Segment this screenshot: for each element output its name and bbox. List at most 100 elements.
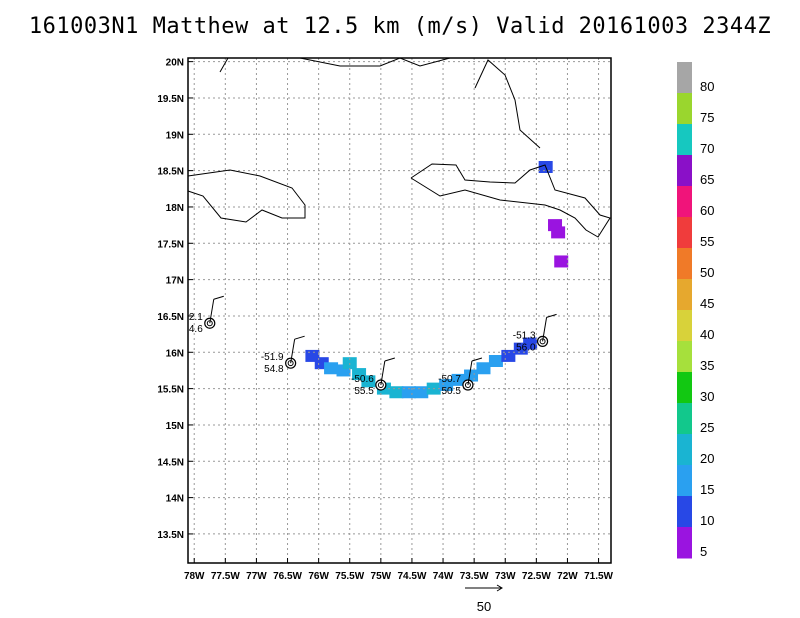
colorbar-swatch xyxy=(677,372,692,404)
lat-tick-label: 16N xyxy=(166,348,184,359)
colorbar-swatch xyxy=(677,248,692,280)
colorbar-label: 55 xyxy=(700,234,714,249)
lat-tick-label: 15.5N xyxy=(157,385,184,396)
colorbar-swatch xyxy=(677,155,692,187)
wind-cell xyxy=(488,355,503,367)
wind-cell xyxy=(451,373,466,386)
colorbar-swatch xyxy=(677,496,692,528)
colorbar-label: 25 xyxy=(700,420,714,435)
station-label-top: -51.3 xyxy=(513,330,536,341)
lon-tick-label: 78W xyxy=(184,571,205,582)
lon-tick-label: 75.5W xyxy=(335,571,364,582)
colorbar-label: 45 xyxy=(700,296,714,311)
lon-tick-label: 73.5W xyxy=(460,571,489,582)
station-marker: -51.356.0 xyxy=(513,313,557,353)
lat-tick-label: 19N xyxy=(166,130,184,141)
lon-tick-label: 74.5W xyxy=(397,571,426,582)
coastline-layer xyxy=(187,57,611,238)
wind-cell xyxy=(523,337,538,350)
station-label-top: -50.7 xyxy=(438,374,461,385)
station-label-bottom: 56.0 xyxy=(516,342,536,353)
station-label-bottom: 54.8 xyxy=(264,364,284,375)
station-marker: -51.954.8 xyxy=(261,335,305,375)
lon-tick-label: 76.5W xyxy=(273,571,302,582)
colorbar-label: 80 xyxy=(700,79,714,94)
colorbar-label: 50 xyxy=(700,265,714,280)
map-frame xyxy=(187,57,612,564)
wind-cell xyxy=(476,362,491,375)
lon-tick-label: 77.5W xyxy=(211,571,240,582)
lat-tick-label: 20N xyxy=(166,58,184,69)
lon-tick-label: 76W xyxy=(308,571,329,582)
colorbar-label: 5 xyxy=(700,544,707,559)
colorbar-swatch xyxy=(677,341,692,373)
lat-tick-label: 14.5N xyxy=(157,457,184,468)
wind-cell xyxy=(401,386,416,399)
colorbar-swatch xyxy=(677,62,692,94)
grid-layer xyxy=(188,58,611,563)
colorbar-swatch xyxy=(677,434,692,466)
station-label-bottom: 4.6 xyxy=(189,324,203,335)
colorbar-swatch xyxy=(677,124,692,156)
lon-tick-label: 75W xyxy=(371,571,392,582)
colorbar-label: 35 xyxy=(700,358,714,373)
station-marker: -50.655.5 xyxy=(351,357,395,397)
colorbar-label: 30 xyxy=(700,389,714,404)
map-title: 161003N1 Matthew at 12.5 km (m/s) Valid … xyxy=(28,14,772,39)
wind-cell xyxy=(501,349,516,362)
haiti-north-coastline xyxy=(474,59,541,149)
lat-tick-label: 14N xyxy=(166,494,184,505)
colorbar-swatch xyxy=(677,310,692,342)
colorbar-swatch xyxy=(677,527,692,559)
station-label-top: 2.1 xyxy=(189,312,203,323)
station-label-top: -51.9 xyxy=(261,352,284,363)
station-label-top: -50.6 xyxy=(351,374,374,385)
wind-cells-layer xyxy=(305,160,569,399)
lat-tick-label: 15N xyxy=(166,421,184,432)
lon-tick-label: 72W xyxy=(557,571,578,582)
stations-layer: 2.14.6 -51.954.8 -50.655.5 -50.750.5 -51.356… xyxy=(189,295,557,397)
wind-cell xyxy=(361,375,376,388)
colorbar-swatch xyxy=(677,217,692,249)
colorbar: 80 75 70 65 60 55 50 45 40 35 30 25 20 15 10 5 xyxy=(677,62,714,559)
station-label-bottom: 50.5 xyxy=(441,386,461,397)
wind-cell xyxy=(389,386,404,399)
station-marker: 2.14.6 xyxy=(189,295,224,335)
colorbar-swatch xyxy=(677,93,692,125)
lat-tick-label: 19.5N xyxy=(157,94,184,105)
wind-cell xyxy=(324,362,339,375)
lat-tick-label: 17.5N xyxy=(157,239,184,250)
wind-cell xyxy=(554,255,569,268)
wind-cell xyxy=(439,378,454,391)
colorbar-label: 20 xyxy=(700,451,714,466)
colorbar-swatch xyxy=(677,465,692,497)
cuba-coastline xyxy=(219,57,451,73)
colorbar-swatch xyxy=(677,279,692,311)
reference-vector: 50 xyxy=(465,584,503,614)
colorbar-label: 60 xyxy=(700,203,714,218)
station-marker: -50.750.5 xyxy=(438,357,483,397)
lat-tick-label: 18N xyxy=(166,203,184,214)
reference-vector-label: 50 xyxy=(477,599,491,614)
lat-tick-label: 13.5N xyxy=(157,530,184,541)
colorbar-label: 40 xyxy=(700,327,714,342)
colorbar-swatch xyxy=(677,403,692,435)
colorbar-label: 70 xyxy=(700,141,714,156)
wind-cell xyxy=(551,226,566,239)
axis-ticks-layer: 78W 77.5W 77W 76.5W 76W 75.5W 75W 74.5W 74W 73.5W… xyxy=(157,58,613,582)
lon-tick-label: 77W xyxy=(246,571,267,582)
wind-cell xyxy=(414,386,429,399)
colorbar-label: 15 xyxy=(700,482,714,497)
lat-tick-label: 16.5N xyxy=(157,312,184,323)
hispaniola-coastline-south xyxy=(410,163,611,238)
colorbar-label: 75 xyxy=(700,110,714,125)
lat-tick-label: 17N xyxy=(166,276,184,287)
lon-tick-label: 72.5W xyxy=(522,571,551,582)
lon-tick-label: 74W xyxy=(433,571,454,582)
colorbar-swatch xyxy=(677,186,692,218)
station-label-bottom: 55.5 xyxy=(354,386,374,397)
lat-tick-label: 18.5N xyxy=(157,167,184,178)
colorbar-label: 10 xyxy=(700,513,714,528)
lon-tick-label: 71.5W xyxy=(584,571,613,582)
